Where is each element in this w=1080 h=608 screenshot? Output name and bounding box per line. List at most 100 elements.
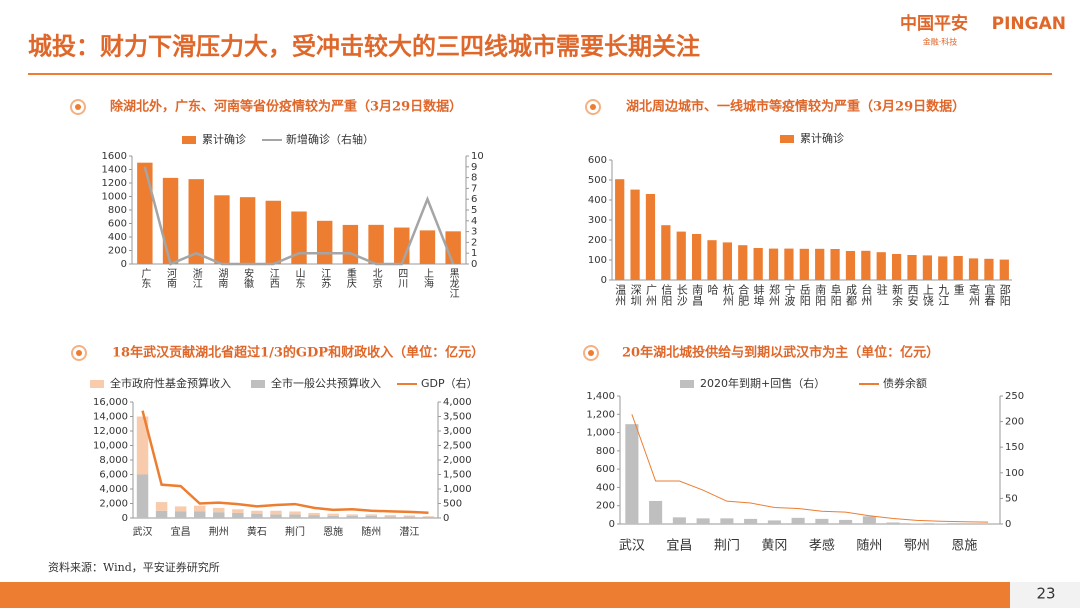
- x-tick-label: 宜昌: [171, 525, 191, 538]
- x-tick-label: 荆州: [209, 525, 229, 538]
- x-tick-label: 宁波: [783, 283, 796, 307]
- bar: [767, 520, 781, 524]
- bar: [862, 516, 876, 524]
- x-tick-label: 随州: [361, 525, 381, 538]
- y-tick-label: 10,000: [93, 441, 128, 452]
- legend-label: 新增确诊（右轴）: [286, 132, 374, 146]
- bar: [799, 248, 809, 280]
- x-tick-label: 南昌: [691, 284, 704, 307]
- logo-en: PINGAN: [992, 14, 1066, 34]
- y-tick-label: 1600: [102, 151, 127, 162]
- y-tick-label: 600: [588, 155, 607, 166]
- bar: [830, 249, 840, 280]
- bar: [768, 248, 779, 280]
- x-tick-label: 黄冈: [761, 539, 787, 554]
- bar: [289, 514, 301, 518]
- y-tick-label: 1,400: [586, 391, 615, 402]
- bar: [327, 515, 339, 518]
- y-tick-label: 0: [609, 519, 615, 530]
- y2-tick-label: 50: [1005, 493, 1018, 504]
- y2-tick-label: 4,000: [443, 397, 472, 408]
- bar: [922, 255, 932, 280]
- bar: [289, 511, 301, 515]
- bar: [251, 513, 263, 518]
- bar: [316, 220, 333, 264]
- bar: [194, 511, 206, 518]
- x-tick-label: 宜春: [983, 283, 996, 307]
- bar: [791, 517, 805, 524]
- bar: [422, 516, 435, 518]
- bar: [630, 189, 640, 280]
- x-tick-label: 阜阳: [829, 284, 842, 306]
- x-tick-label: 北京: [370, 268, 382, 289]
- bar: [845, 251, 856, 280]
- title-icon: [70, 99, 86, 115]
- chart-title: 湖北周边城市、一线城市等疫情较为严重（3月29日数据）: [626, 99, 965, 115]
- x-tick-label: 合肥: [737, 283, 750, 306]
- bar: [672, 517, 686, 524]
- bar: [162, 177, 179, 264]
- line-series: [631, 414, 989, 523]
- y-tick-label: 16,000: [93, 397, 128, 408]
- y-tick-label: 14,000: [93, 412, 128, 423]
- x-tick-label: 四川: [396, 268, 408, 288]
- title-icon-dot: [588, 350, 594, 356]
- bar: [403, 516, 416, 518]
- legend-swatch: [90, 380, 104, 388]
- y-tick-label: 200: [588, 235, 607, 246]
- y2-tick-label: 100: [1005, 468, 1024, 479]
- x-tick-label: 新余: [891, 283, 904, 307]
- bar: [815, 248, 825, 280]
- bar: [645, 194, 656, 280]
- x-tick-label: 黑龙江: [447, 268, 459, 298]
- bar: [239, 197, 256, 264]
- bar: [365, 515, 377, 518]
- x-tick-label: 驻: [875, 283, 888, 296]
- bar: [270, 510, 282, 515]
- logo-tagline: 金融·科技: [923, 37, 958, 47]
- y-tick-label: 200: [596, 501, 615, 512]
- bar: [403, 515, 416, 517]
- y-tick-label: 0: [121, 259, 127, 270]
- bar: [346, 515, 358, 518]
- bar: [419, 230, 436, 264]
- bar: [839, 519, 853, 524]
- y2-tick-label: 4: [471, 216, 477, 227]
- bar: [308, 515, 320, 518]
- bar: [422, 516, 435, 517]
- line-series: [141, 410, 429, 515]
- bar: [907, 255, 917, 280]
- legend-label: 全市政府性基金预算收入: [110, 376, 231, 390]
- bar: [910, 523, 924, 524]
- y-tick-label: 400: [596, 482, 615, 493]
- bar: [213, 507, 225, 513]
- bar: [625, 424, 639, 524]
- bar: [232, 512, 244, 518]
- x-tick-label: 上海: [421, 268, 433, 289]
- y2-tick-label: 0: [443, 513, 449, 524]
- x-tick-label: 广州: [644, 284, 657, 306]
- y-tick-label: 400: [588, 195, 607, 206]
- x-tick-label: 邵阳: [998, 284, 1011, 306]
- y2-tick-label: 200: [1005, 417, 1024, 428]
- bar: [999, 259, 1009, 280]
- bar: [232, 509, 244, 513]
- bar: [892, 254, 902, 280]
- bar: [384, 516, 397, 518]
- y-tick-label: 800: [108, 205, 127, 216]
- x-tick-label: 恩施: [951, 539, 977, 554]
- page-box: [1010, 582, 1080, 608]
- bar: [265, 200, 282, 264]
- bar: [174, 511, 187, 518]
- legend-label: 全市一般公共预算收入: [271, 376, 381, 390]
- x-tick-label: 安徽: [242, 267, 254, 289]
- x-tick-label: 九江: [937, 284, 950, 306]
- chart-title: 20年湖北城投供给与到期以武汉市为主（单位：亿元）: [622, 345, 939, 361]
- y-tick-label: 0: [122, 513, 128, 524]
- y-tick-label: 800: [596, 446, 615, 457]
- legend-label: 债券余额: [883, 376, 927, 390]
- source-note: 资料来源：Wind，平安证券研究所: [48, 560, 220, 574]
- bar: [270, 514, 282, 518]
- y-tick-label: 600: [108, 219, 127, 230]
- x-tick-label: 江苏: [319, 268, 331, 289]
